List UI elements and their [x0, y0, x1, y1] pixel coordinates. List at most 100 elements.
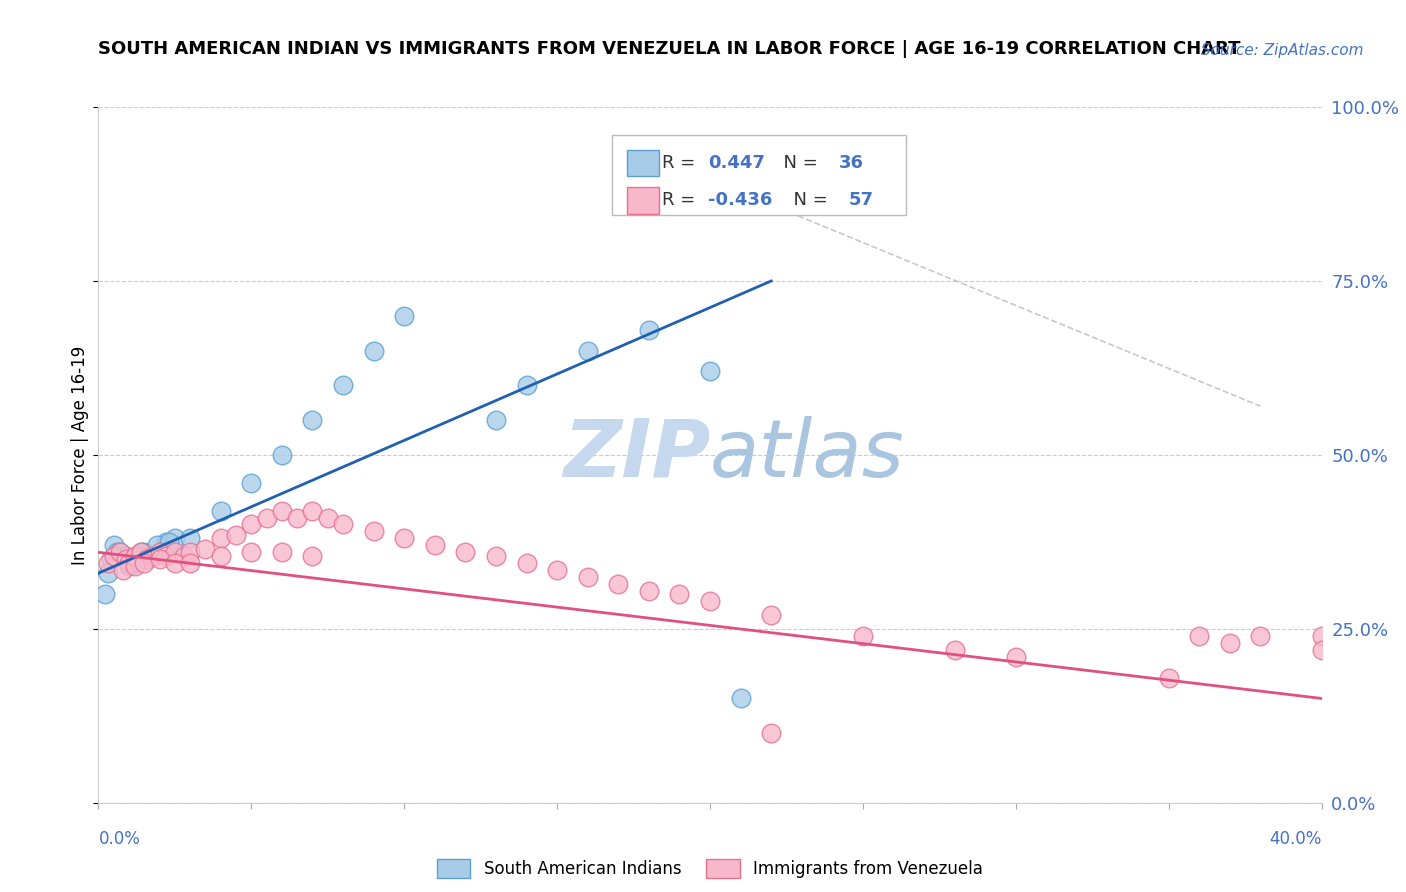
Text: N =: N = [772, 154, 824, 172]
Point [240, 545, 263, 559]
Point [576, 343, 599, 358]
Point [225, 528, 247, 542]
Point [142, 549, 165, 563]
Point [285, 510, 308, 524]
Point [332, 517, 354, 532]
Point [607, 576, 630, 591]
FancyBboxPatch shape [612, 135, 905, 215]
Point [668, 587, 690, 601]
Point [699, 594, 721, 608]
Point [121, 552, 143, 566]
Point [392, 532, 416, 546]
Point [301, 549, 323, 563]
Point [163, 556, 186, 570]
Point [124, 549, 146, 563]
Point [129, 545, 152, 559]
Point [124, 556, 146, 570]
Point [270, 545, 292, 559]
Point [103, 549, 125, 563]
Point [127, 549, 149, 563]
Point [301, 413, 323, 427]
Text: Source: ZipAtlas.com: Source: ZipAtlas.com [1201, 43, 1364, 58]
Point [173, 549, 195, 563]
Point [730, 691, 752, 706]
Point [637, 583, 661, 598]
Point [111, 549, 134, 563]
Point [100, 552, 122, 566]
Point [332, 378, 354, 392]
Point [155, 549, 177, 563]
Legend: South American Indians, Immigrants from Venezuela: South American Indians, Immigrants from … [430, 853, 990, 885]
Point [1310, 642, 1333, 657]
Point [149, 545, 172, 559]
Point [142, 549, 165, 563]
Point [97, 566, 120, 581]
Point [1004, 649, 1026, 664]
Point [301, 503, 323, 517]
Point [179, 556, 201, 570]
Point [423, 538, 446, 552]
Point [93, 587, 115, 601]
Point [105, 545, 128, 559]
Text: 0.0%: 0.0% [98, 830, 141, 847]
Point [157, 535, 180, 549]
Point [699, 364, 721, 378]
Point [516, 378, 538, 392]
Text: N =: N = [782, 192, 834, 210]
Point [1310, 629, 1333, 643]
Point [270, 503, 292, 517]
Point [576, 570, 599, 584]
Point [209, 549, 232, 563]
Point [145, 538, 167, 552]
Y-axis label: In Labor Force | Age 16-19: In Labor Force | Age 16-19 [72, 345, 90, 565]
FancyBboxPatch shape [627, 150, 659, 176]
Point [134, 556, 156, 570]
Point [97, 556, 120, 570]
Point [240, 475, 263, 490]
Point [179, 532, 201, 546]
Point [209, 503, 232, 517]
Point [108, 545, 131, 559]
Text: 40.0%: 40.0% [1270, 830, 1322, 847]
Point [194, 541, 217, 556]
Point [270, 448, 292, 462]
Point [155, 535, 177, 549]
Point [103, 538, 125, 552]
Point [363, 343, 385, 358]
Point [1157, 671, 1180, 685]
Point [485, 549, 508, 563]
Point [240, 517, 263, 532]
Point [637, 323, 661, 337]
Point [139, 549, 162, 563]
Point [163, 545, 186, 559]
Point [149, 545, 172, 559]
Point [1219, 636, 1241, 650]
Point [118, 556, 141, 570]
Point [149, 552, 172, 566]
Text: R =: R = [662, 154, 700, 172]
Point [392, 309, 416, 323]
Point [115, 552, 138, 566]
Point [115, 549, 138, 563]
Point [454, 545, 477, 559]
Point [209, 532, 232, 546]
Point [118, 559, 141, 574]
Point [943, 642, 966, 657]
Point [759, 607, 782, 622]
Point [136, 552, 159, 566]
Text: 0.447: 0.447 [709, 154, 765, 172]
Text: SOUTH AMERICAN INDIAN VS IMMIGRANTS FROM VENEZUELA IN LABOR FORCE | AGE 16-19 CO: SOUTH AMERICAN INDIAN VS IMMIGRANTS FROM… [98, 40, 1241, 58]
Point [485, 413, 508, 427]
Point [108, 545, 131, 559]
Point [759, 726, 782, 740]
Point [516, 556, 538, 570]
Point [124, 559, 146, 574]
Point [163, 532, 186, 546]
Point [129, 545, 152, 559]
Point [136, 552, 159, 566]
Text: ZIP: ZIP [562, 416, 710, 494]
Point [852, 629, 875, 643]
FancyBboxPatch shape [627, 187, 659, 214]
Point [134, 545, 156, 559]
Point [256, 510, 278, 524]
